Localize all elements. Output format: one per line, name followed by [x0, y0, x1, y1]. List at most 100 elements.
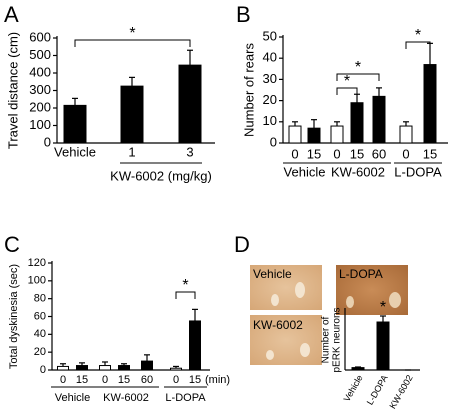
y-tick-label: 40: [263, 50, 277, 65]
x-tick-label: 1: [128, 144, 135, 159]
y-tick-label: 20: [34, 346, 46, 358]
significance-mark: *: [129, 25, 135, 42]
y-tick-label: 60: [34, 310, 46, 322]
bar: [141, 360, 153, 371]
significance-mark: *: [182, 277, 188, 294]
x-tick-label: 15: [423, 146, 437, 161]
significance-mark: *: [344, 73, 350, 90]
image-spot: [300, 343, 310, 357]
group-label: KW-6002: [103, 392, 149, 404]
bar: [189, 320, 201, 371]
x-tick-label: L-DOPA: [365, 373, 390, 406]
image-spot: [295, 282, 305, 298]
bar: [170, 367, 182, 371]
unit-label: (min): [205, 374, 230, 386]
significance-bracket: [74, 39, 191, 47]
significance-bracket: [336, 73, 380, 81]
x-tick-label: 3: [186, 144, 193, 159]
x-tick-label: 15: [189, 374, 201, 386]
x-tick-label: 60: [372, 146, 386, 161]
group-label: KW-6002 (mg/kg): [110, 168, 212, 183]
y-tick-label: 10: [263, 113, 277, 128]
x-tick-label: Vehicle: [54, 144, 96, 159]
group-label: KW-6002: [331, 164, 385, 179]
significance-bracket: [336, 87, 358, 95]
image-label: L-DOPA: [339, 267, 383, 281]
image-label: Vehicle: [253, 267, 292, 281]
y-tick-label: 600: [29, 29, 51, 44]
panel-label: B: [236, 2, 251, 27]
bar: [399, 125, 413, 144]
x-tick-label: 15: [350, 146, 364, 161]
x-tick-label: 0: [102, 374, 108, 386]
image-spot: [266, 350, 274, 360]
y-tick-label: 50: [263, 28, 277, 43]
y-tick-label: 300: [29, 82, 51, 97]
panel-label: A: [4, 2, 19, 27]
y-axis-label: pERK neurons: [332, 307, 343, 372]
bar: [99, 365, 111, 371]
bar: [76, 365, 88, 371]
panel-label: D: [234, 232, 250, 257]
significance-mark: *: [380, 299, 386, 316]
bar: [376, 321, 390, 371]
y-tick-label: 0: [270, 134, 277, 149]
bar: [288, 125, 302, 144]
x-tick-label: 60: [141, 374, 153, 386]
bar: [330, 125, 344, 144]
y-tick-label: 500: [29, 47, 51, 62]
image-spot: [271, 294, 279, 306]
bar: [57, 365, 69, 371]
y-axis-label: Total dyskinesia (sec): [8, 264, 20, 369]
group-label: L-DOPA: [394, 164, 442, 179]
x-tick-label: 0: [173, 374, 179, 386]
x-tick-label: 0: [333, 146, 340, 161]
y-tick-label: 100: [28, 275, 46, 287]
x-tick-label: 0: [402, 146, 409, 161]
bar: [372, 95, 386, 144]
significance-mark: *: [415, 27, 421, 44]
y-tick-label: 400: [29, 64, 51, 79]
bar: [423, 64, 437, 144]
image-kw6002: [250, 315, 322, 365]
image-vehicle: [250, 265, 322, 310]
bar: [351, 367, 365, 371]
y-tick-label: 30: [263, 71, 277, 86]
y-axis-label: Number of rears: [241, 43, 256, 137]
x-tick-label: KW-6002: [387, 373, 414, 410]
y-tick-label: 100: [29, 117, 51, 132]
image-label: KW-6002: [253, 318, 303, 332]
group-label: L-DOPA: [165, 392, 206, 404]
significance-mark: *: [355, 59, 361, 76]
bar: [178, 64, 202, 144]
group-label: Vehicle: [55, 392, 90, 404]
y-tick-label: 0: [44, 134, 51, 149]
y-tick-label: 200: [29, 99, 51, 114]
x-tick-label: 0: [60, 374, 66, 386]
bar: [63, 104, 87, 144]
x-tick-label: 0: [291, 146, 298, 161]
group-label: Vehicle: [284, 164, 326, 179]
panel-label: C: [4, 232, 20, 257]
image-spot: [346, 296, 354, 308]
y-tick-label: 120: [28, 257, 46, 269]
y-tick-label: 0: [40, 364, 46, 376]
image-spot: [389, 292, 401, 308]
x-tick-label: 15: [118, 374, 130, 386]
x-tick-label: 15: [307, 146, 321, 161]
bar: [307, 127, 321, 144]
significance-bracket: [405, 41, 431, 49]
y-tick-label: 80: [34, 293, 46, 305]
y-tick-label: 20: [263, 92, 277, 107]
bar: [350, 102, 364, 144]
y-axis-label: Travel distance (cm): [5, 32, 20, 149]
significance-bracket: [175, 291, 196, 299]
x-tick-label: Vehicle: [342, 373, 365, 403]
bar: [120, 85, 144, 144]
micrographs: Vehicle L-DOPA KW-6002: [250, 265, 408, 365]
x-tick-label: 15: [76, 374, 88, 386]
bar: [118, 365, 130, 371]
y-tick-label: 40: [34, 328, 46, 340]
